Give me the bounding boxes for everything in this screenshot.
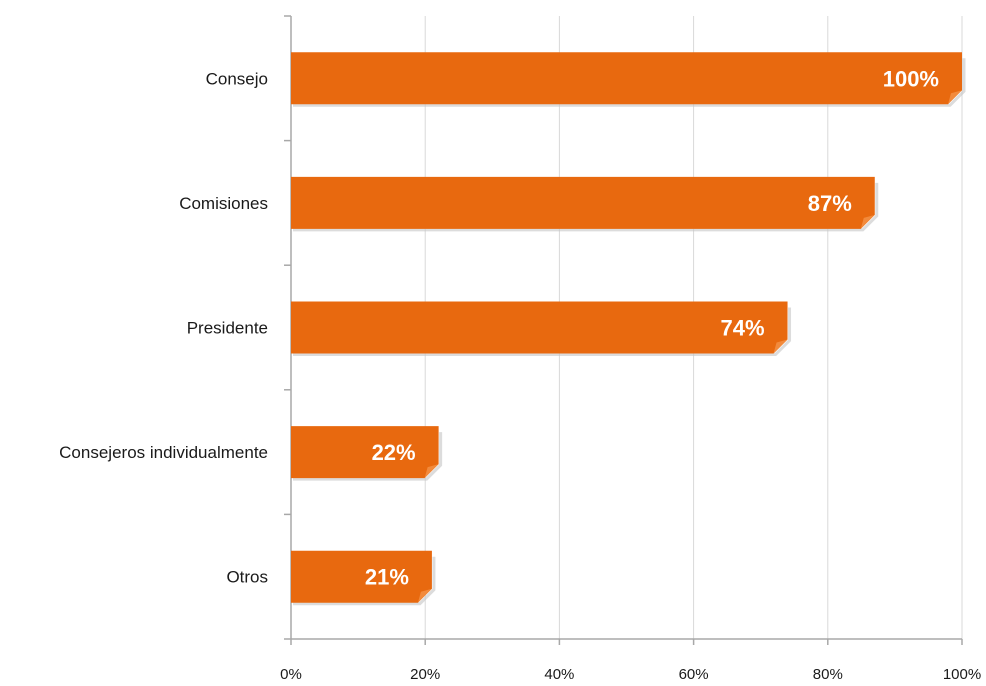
bar-shadow [293, 556, 436, 606]
category-label: Consejeros individualmente [59, 443, 268, 462]
x-tick-label: 60% [679, 666, 709, 683]
bar-curl [424, 464, 439, 479]
category-label: Presidente [187, 319, 268, 338]
data-label: 87% [808, 191, 852, 216]
x-tick-label: 20% [410, 666, 440, 683]
x-tick-label: 40% [544, 666, 574, 683]
data-label: 22% [372, 440, 416, 465]
bar [291, 52, 962, 105]
labels: 0% 20% 40% 60% 80% 100% Consejo 100% Comisiones 8… [59, 66, 981, 683]
data-label: 21% [365, 565, 409, 590]
bar [291, 550, 432, 603]
bar [291, 301, 788, 354]
bar-curl [417, 588, 432, 603]
x-tick-label: 0% [280, 666, 302, 683]
x-tick-label: 100% [943, 666, 981, 683]
bar-shadow [293, 182, 879, 232]
bars [291, 52, 966, 606]
bar-curl [860, 214, 875, 229]
bar-curl [773, 339, 788, 354]
bar-curl [948, 90, 962, 105]
bar-shadow [293, 432, 443, 481]
data-label: 100% [883, 66, 939, 91]
bar-shadow [293, 58, 966, 107]
category-label: Consejo [206, 69, 268, 88]
x-tick-label: 80% [813, 666, 843, 683]
category-label: Comisiones [179, 194, 268, 213]
bar [291, 426, 439, 479]
category-label: Otros [226, 568, 268, 587]
bar [291, 176, 875, 229]
data-label: 74% [720, 316, 764, 341]
bar-shadow [293, 307, 792, 356]
